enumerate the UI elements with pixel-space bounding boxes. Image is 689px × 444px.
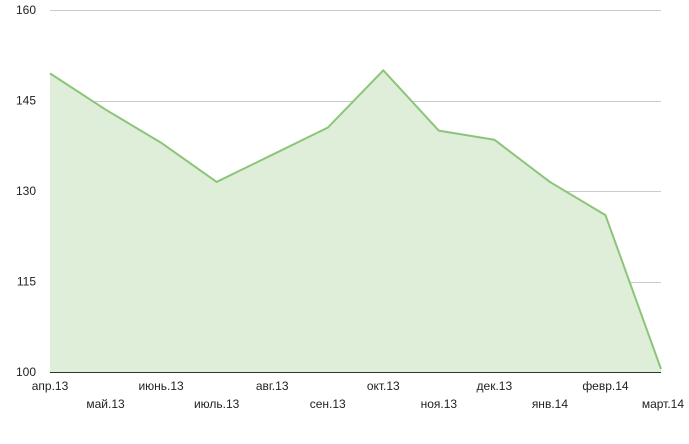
y-axis-ticks: 100 115 130 145 160 [16, 3, 36, 379]
y-tick-label: 145 [16, 94, 36, 108]
x-tick-label: авг.13 [256, 379, 289, 393]
x-tick-label: окт.13 [367, 379, 400, 393]
x-tick-label: дек.13 [477, 379, 513, 393]
x-tick-label: май.13 [86, 397, 125, 411]
y-tick-label: 115 [17, 275, 36, 289]
x-axis-ticks: апр.13 май.13 июнь.13 июль.13 авг.13 сен.13 ок… [32, 379, 685, 411]
x-tick-label: март.14 [642, 397, 685, 411]
x-tick-label: сен.13 [310, 397, 346, 411]
x-tick-label: июль.13 [194, 397, 240, 411]
series-line [49, 69, 662, 370]
x-tick-label: ноя.13 [421, 397, 458, 411]
x-tick-label: июнь.13 [138, 379, 184, 393]
y-tick-label: 130 [16, 184, 36, 198]
x-tick-label: февр.14 [582, 379, 629, 393]
x-tick-label: апр.13 [32, 379, 69, 393]
area-series [49, 69, 662, 373]
y-tick-label: 100 [16, 365, 36, 379]
area-fill [50, 70, 661, 372]
y-tick-label: 160 [16, 3, 36, 17]
x-tick-label: янв.14 [532, 397, 569, 411]
